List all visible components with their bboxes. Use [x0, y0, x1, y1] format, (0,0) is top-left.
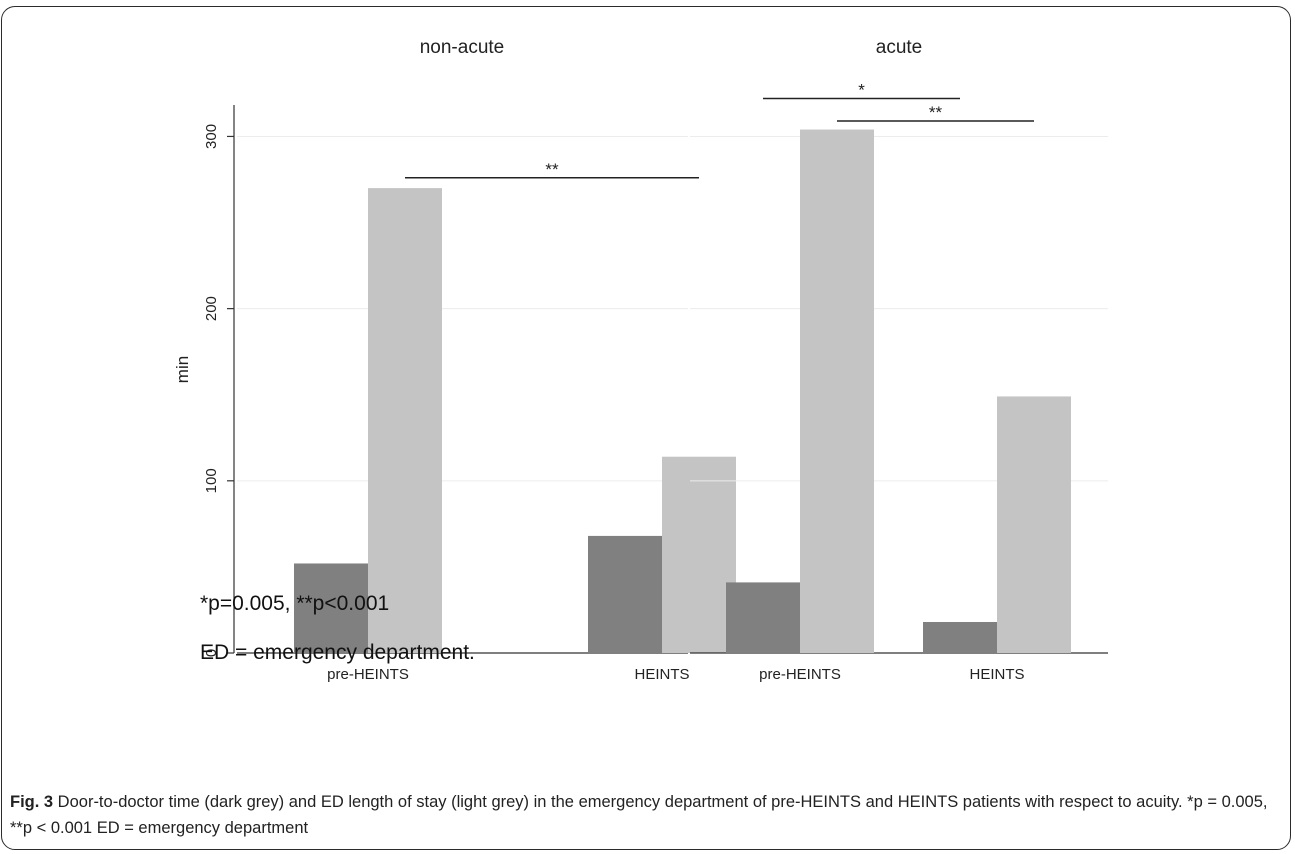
bar	[588, 535, 662, 653]
y-tick-label: 0	[203, 649, 220, 657]
y-tick-label: 200	[203, 296, 220, 321]
bar	[997, 396, 1071, 653]
bar	[662, 456, 736, 653]
panel-title: acute	[876, 37, 922, 58]
abbreviation-note: ED = emergency department.	[200, 641, 475, 664]
figure-caption: Fig. 3 Door-to-doctor time (dark grey) a…	[10, 789, 1280, 841]
caption-text: Door-to-doctor time (dark grey) and ED l…	[10, 793, 1268, 837]
significance-label: **	[929, 103, 943, 122]
x-tick-label: pre-HEINTS	[759, 666, 841, 683]
caption-label: Fig. 3	[10, 793, 54, 811]
y-tick-label: 300	[203, 124, 220, 149]
panel-title: non-acute	[420, 37, 505, 58]
bar	[800, 129, 874, 654]
bar	[923, 622, 997, 653]
x-tick-label: pre-HEINTS	[327, 666, 409, 683]
bar	[294, 563, 368, 653]
significance-label: *	[858, 81, 865, 100]
x-tick-label: HEINTS	[969, 666, 1024, 683]
figure-frame: 0 100 200 300 min non-acute pre-HEINTS HEINTS **…	[1, 6, 1291, 850]
pvalue-note: *p=0.005, **p<0.001	[200, 592, 390, 615]
y-tick-label: 100	[203, 468, 220, 493]
y-axis-label: min	[173, 356, 192, 383]
bar	[368, 188, 442, 653]
significance-label: **	[545, 160, 559, 179]
x-tick-label: HEINTS	[634, 666, 689, 683]
bar	[726, 582, 800, 653]
